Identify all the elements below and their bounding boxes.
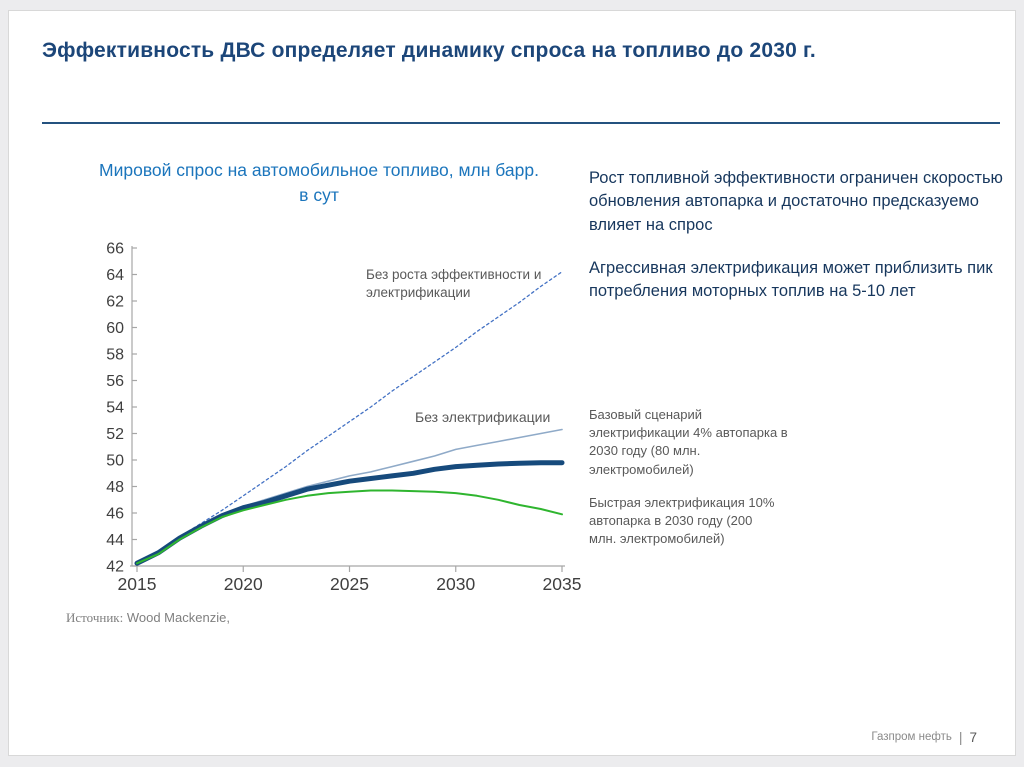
scenario-note-fast: Быстрая электрификация 10% автопарка в 2… bbox=[589, 495, 775, 547]
svg-text:2020: 2020 bbox=[224, 574, 263, 594]
svg-text:2025: 2025 bbox=[330, 574, 369, 594]
svg-text:2015: 2015 bbox=[118, 574, 157, 594]
svg-text:52: 52 bbox=[106, 426, 124, 443]
scenario-note-base: Базовый сценарий электрификации 4% автоп… bbox=[589, 407, 788, 477]
svg-text:54: 54 bbox=[106, 400, 124, 417]
title-divider bbox=[42, 122, 1000, 124]
svg-text:62: 62 bbox=[106, 294, 124, 311]
svg-text:44: 44 bbox=[106, 532, 124, 549]
insight-paragraph-electrification: Агрессивная электрификация может приблиз… bbox=[589, 259, 993, 301]
slide-title: Эффективность ДВС определяет динамику сп… bbox=[42, 39, 816, 62]
svg-text:2035: 2035 bbox=[543, 574, 582, 594]
svg-text:42: 42 bbox=[106, 559, 124, 576]
footer-page-number: 7 bbox=[969, 729, 977, 745]
svg-text:58: 58 bbox=[106, 347, 124, 364]
svg-text:60: 60 bbox=[106, 320, 124, 337]
annotation-no-electrification: Без электрификации bbox=[415, 409, 551, 425]
insight-paragraph-efficiency: Рост топливной эффективности ограничен с… bbox=[589, 169, 1003, 234]
svg-text:2030: 2030 bbox=[436, 574, 475, 594]
chart-title: Мировой спрос на автомобильное топливо, … bbox=[99, 160, 539, 205]
footer-brand: Газпром нефть bbox=[871, 731, 952, 743]
annotation-no-efficiency: Без роста эффективности и электрификации bbox=[366, 267, 542, 301]
footer-separator: | bbox=[958, 729, 963, 745]
fuel-demand-chart-svg: 42 44 46 48 50 52 54 56 58 60 62 64 66 2015 2020 2025 20… bbox=[106, 241, 582, 595]
slide: Эффективность ДВС определяет динамику сп… bbox=[8, 10, 1016, 756]
source-line: Источник: Wood Mackenzie, bbox=[66, 610, 230, 626]
svg-text:56: 56 bbox=[106, 373, 124, 390]
source-label: Источник: bbox=[66, 610, 124, 625]
svg-text:50: 50 bbox=[106, 453, 124, 470]
fuel-demand-chart: 42 44 46 48 50 52 54 56 58 60 62 64 66 2015 2020 2025 20… bbox=[69, 236, 599, 611]
svg-text:64: 64 bbox=[106, 267, 124, 284]
slide-footer: Газпром нефть | 7 bbox=[871, 729, 977, 745]
svg-text:46: 46 bbox=[106, 506, 124, 523]
svg-text:66: 66 bbox=[106, 241, 124, 258]
svg-text:48: 48 bbox=[106, 479, 124, 496]
source-value: Wood Mackenzie, bbox=[126, 610, 230, 625]
